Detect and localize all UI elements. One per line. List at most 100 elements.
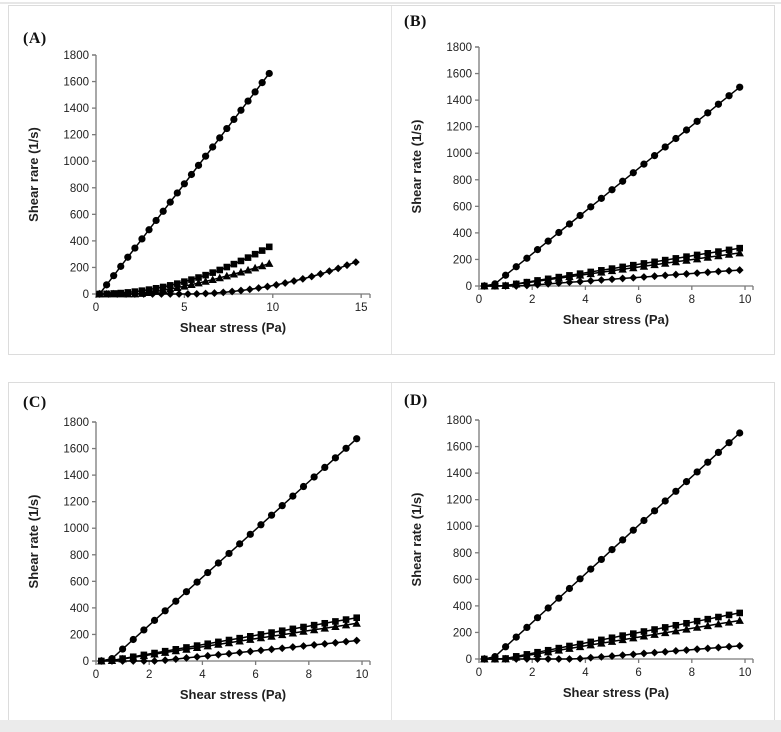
square-marker — [661, 624, 669, 631]
diamond-marker — [320, 639, 329, 648]
x-tick-label: 0 — [476, 294, 482, 306]
y-tick-label: 1600 — [446, 69, 472, 81]
square-marker — [310, 621, 318, 629]
triangle-marker — [618, 635, 627, 644]
y-tick-label: 1200 — [63, 497, 89, 509]
diamond-marker — [608, 275, 616, 284]
y-tick-label: 1000 — [446, 521, 472, 533]
triangle-marker — [208, 275, 217, 284]
diamond-marker — [342, 637, 350, 646]
diamond-marker — [693, 645, 702, 654]
circle-marker — [714, 100, 723, 108]
circle-marker — [544, 237, 552, 245]
square-marker — [704, 615, 712, 623]
square-marker — [651, 626, 658, 633]
square-marker — [693, 617, 701, 625]
circle-marker — [251, 88, 259, 96]
diamond-marker — [150, 657, 159, 665]
circle-marker — [682, 126, 691, 134]
diamond-marker — [650, 272, 659, 281]
y-tick-label: 0 — [466, 654, 472, 666]
diamond-marker — [118, 657, 127, 665]
square-marker — [683, 619, 690, 627]
circle-marker — [555, 594, 563, 602]
diamond-marker — [491, 655, 499, 663]
series-circles — [95, 69, 273, 298]
y-tick-label: 1800 — [63, 417, 89, 429]
diamond-marker — [565, 278, 574, 287]
square-marker — [244, 254, 252, 261]
diamond-marker — [352, 636, 361, 645]
circle-marker — [704, 458, 712, 466]
diamond-marker — [228, 287, 237, 296]
square-marker — [725, 611, 733, 619]
y-tick-label: 400 — [453, 228, 472, 240]
x-tick-label: 8 — [689, 667, 695, 679]
diamond-marker — [108, 657, 116, 665]
diamond-marker — [210, 289, 219, 297]
diamond-marker — [257, 646, 265, 655]
x-tick-label: 2 — [146, 669, 152, 681]
y-tick-label: 1400 — [63, 103, 89, 115]
circle-marker — [172, 597, 180, 605]
circle-marker — [693, 117, 701, 125]
circle-marker — [736, 429, 744, 437]
circle-marker — [103, 281, 111, 289]
y-tick-label: 200 — [453, 254, 472, 266]
circle-marker — [152, 216, 160, 225]
square-marker — [715, 613, 722, 621]
top-hairline — [0, 2, 781, 4]
bottom-strip — [0, 720, 781, 732]
triangle-marker — [309, 625, 319, 634]
square-marker — [332, 618, 339, 625]
circle-marker — [119, 645, 127, 653]
y-tick-label: 1800 — [446, 415, 472, 427]
panel-divider-bottom — [391, 383, 392, 720]
circle-marker — [619, 177, 627, 185]
x-tick-label: 10 — [739, 294, 752, 306]
y-axis-title: Shear rate (1/s) — [409, 493, 424, 587]
circle-marker — [140, 626, 148, 634]
triangle-marker — [243, 265, 253, 274]
triangle-marker — [565, 272, 574, 281]
circle-marker — [209, 143, 217, 151]
circle-marker — [246, 530, 254, 538]
y-tick-label: 400 — [453, 601, 472, 613]
diamond-marker — [139, 657, 148, 665]
diamond-marker — [554, 655, 563, 663]
triangle-marker — [597, 267, 606, 276]
x-tick-label: 6 — [252, 669, 258, 681]
circle-marker — [533, 246, 542, 254]
circle-marker — [714, 448, 723, 456]
triangle-marker — [320, 624, 329, 632]
circle-marker — [129, 635, 137, 644]
diamond-marker — [735, 266, 744, 274]
circle-marker — [258, 79, 266, 87]
circle-marker — [629, 526, 637, 534]
triangle-marker — [139, 651, 149, 660]
triangle-marker — [618, 265, 627, 273]
circle-marker — [502, 643, 510, 651]
triangle-marker — [724, 618, 734, 626]
square-marker — [353, 614, 360, 622]
y-tick-label: 800 — [453, 175, 472, 187]
triangle-marker — [192, 643, 202, 651]
triangle-marker — [629, 263, 638, 272]
x-tick-label: 4 — [582, 294, 589, 306]
triangle-marker — [565, 644, 574, 652]
triangle-marker — [735, 248, 744, 257]
triangle-marker — [639, 631, 649, 640]
triangle-marker — [173, 283, 182, 292]
circle-marker — [640, 160, 648, 168]
circle-marker — [138, 235, 146, 243]
circle-marker — [661, 143, 669, 151]
circle-marker — [230, 115, 238, 123]
diamond-marker — [533, 280, 542, 289]
circle-marker — [512, 633, 520, 641]
figure-row-bottom: (C) 0 200 400 600 800 1000 1200 1400 1600 1800 0 2 4… — [8, 382, 775, 721]
panel-label-d: (D) — [404, 392, 428, 409]
y-tick-label: 1600 — [63, 77, 89, 89]
diamond-marker — [246, 647, 255, 656]
circle-marker — [682, 478, 691, 486]
